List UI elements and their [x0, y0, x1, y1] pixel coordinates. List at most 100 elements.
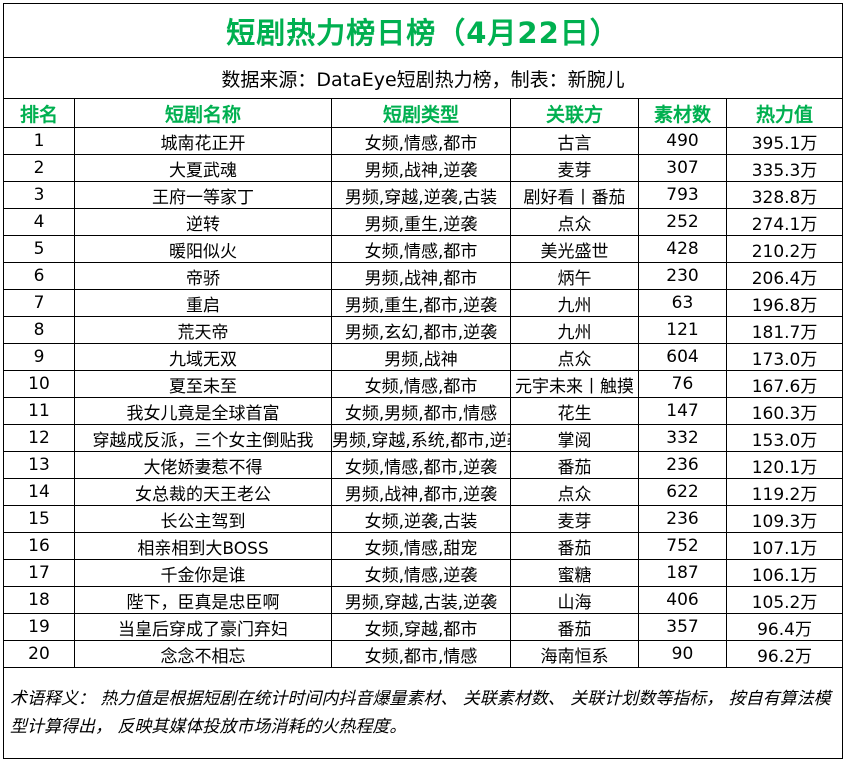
heat-value-cell: 206.4万 — [725, 262, 844, 290]
rank-cell: 8 — [3, 316, 75, 344]
drama-type-cell: 男频,战神 — [331, 343, 511, 371]
drama-type-cell: 女频,情感,都市 — [331, 370, 511, 398]
partner-cell: 古言 — [510, 127, 639, 155]
table-row: 17 千金你是谁 女频,情感,逆袭 蜜糖 187 106.1万 — [3, 559, 844, 587]
drama-name-cell: 重启 — [74, 289, 332, 317]
table-row: 9 九域无双 男频,战神 点众 604 173.0万 — [3, 343, 844, 371]
material-count-cell: 428 — [638, 235, 727, 263]
page-title: 短剧热力榜日榜（4月22日） — [2, 3, 844, 58]
data-source-line: 数据来源：DataEye短剧热力榜，制表：新腕儿 — [2, 57, 844, 99]
partner-cell: 番茄 — [510, 613, 639, 641]
heat-value-cell: 196.8万 — [725, 289, 844, 317]
drama-type-cell: 男频,重生,都市,逆袭 — [331, 289, 511, 317]
material-count-cell: 90 — [638, 640, 727, 668]
table-row: 15 长公主驾到 女频,逆袭,古装 麦芽 236 109.3万 — [3, 505, 844, 533]
heat-value-cell: 153.0万 — [725, 424, 844, 452]
material-count-cell: 187 — [638, 559, 727, 587]
material-count-cell: 76 — [638, 370, 727, 398]
drama-name-cell: 当皇后穿成了豪门弃妇 — [74, 613, 332, 641]
drama-name-cell: 荒天帝 — [74, 316, 332, 344]
partner-cell: 点众 — [510, 343, 639, 371]
rank-cell: 18 — [3, 586, 75, 614]
drama-name-cell: 女总裁的天王老公 — [74, 478, 332, 506]
partner-cell: 炳午 — [510, 262, 639, 290]
rank-cell: 6 — [3, 262, 75, 290]
heat-value-cell: 173.0万 — [725, 343, 844, 371]
drama-name-cell: 陛下，臣真是忠臣啊 — [74, 586, 332, 614]
partner-cell: 剧好看丨番茄 — [510, 181, 639, 209]
rank-cell: 4 — [3, 208, 75, 236]
partner-cell: 花生 — [510, 397, 639, 425]
table-row: 2 大夏武魂 男频,战神,逆袭 麦芽 307 335.3万 — [3, 154, 844, 182]
drama-name-cell: 王府一等家丁 — [74, 181, 332, 209]
drama-type-cell: 男频,战神,都市,逆袭 — [331, 478, 511, 506]
drama-type-cell: 女频,情感,都市 — [331, 127, 511, 155]
rank-cell: 7 — [3, 289, 75, 317]
rank-cell: 11 — [3, 397, 75, 425]
drama-name-cell: 长公主驾到 — [74, 505, 332, 533]
table-row: 13 大佬娇妻惹不得 女频,情感,都市,逆袭 番茄 236 120.1万 — [3, 451, 844, 479]
drama-name-cell: 千金你是谁 — [74, 559, 332, 587]
heat-value-cell: 335.3万 — [725, 154, 844, 182]
drama-name-cell: 城南花正开 — [74, 127, 332, 155]
material-count-cell: 622 — [638, 478, 727, 506]
partner-cell: 麦芽 — [510, 154, 639, 182]
table-row: 19 当皇后穿成了豪门弃妇 女频,穿越,都市 番茄 357 96.4万 — [3, 613, 844, 641]
rank-cell: 16 — [3, 532, 75, 560]
table-row: 3 王府一等家丁 男频,穿越,逆袭,古装 剧好看丨番茄 793 328.8万 — [3, 181, 844, 209]
heat-value-cell: 96.2万 — [725, 640, 844, 668]
ranking-table: 短剧热力榜日榜（4月22日） 数据来源：DataEye短剧热力榜，制表：新腕儿 … — [2, 3, 844, 759]
material-count-cell: 752 — [638, 532, 727, 560]
table-row: 18 陛下，臣真是忠臣啊 男频,穿越,古装,逆袭 山海 406 105.2万 — [3, 586, 844, 614]
heat-value-cell: 96.4万 — [725, 613, 844, 641]
heat-value-cell: 119.2万 — [725, 478, 844, 506]
table-row: 7 重启 男频,重生,都市,逆袭 九州 63 196.8万 — [3, 289, 844, 317]
drama-name-cell: 夏至未至 — [74, 370, 332, 398]
drama-name-cell: 大佬娇妻惹不得 — [74, 451, 332, 479]
material-count-cell: 406 — [638, 586, 727, 614]
partner-cell: 九州 — [510, 316, 639, 344]
partner-cell: 掌阅 — [510, 424, 639, 452]
drama-name-cell: 九域无双 — [74, 343, 332, 371]
header-type: 短剧类型 — [331, 98, 511, 128]
material-count-cell: 604 — [638, 343, 727, 371]
material-count-cell: 490 — [638, 127, 727, 155]
header-row: 排名 短剧名称 短剧类型 关联方 素材数 热力值 — [3, 98, 844, 128]
material-count-cell: 793 — [638, 181, 727, 209]
heat-value-cell: 167.6万 — [725, 370, 844, 398]
table-row: 10 夏至未至 女频,情感,都市 元宇未来丨触摸 76 167.6万 — [3, 370, 844, 398]
heat-value-cell: 328.8万 — [725, 181, 844, 209]
rank-cell: 12 — [3, 424, 75, 452]
material-count-cell: 230 — [638, 262, 727, 290]
partner-cell: 番茄 — [510, 451, 639, 479]
rank-cell: 17 — [3, 559, 75, 587]
table-row: 12 穿越成反派，三个女主倒贴我 男频,穿越,系统,都市,逆袭 掌阅 332 153.0万 — [3, 424, 844, 452]
rank-cell: 5 — [3, 235, 75, 263]
material-count-cell: 147 — [638, 397, 727, 425]
drama-type-cell: 男频,穿越,系统,都市,逆袭 — [331, 424, 511, 452]
drama-name-cell: 帝骄 — [74, 262, 332, 290]
drama-type-cell: 男频,战神,逆袭 — [331, 154, 511, 182]
material-count-cell: 252 — [638, 208, 727, 236]
material-count-cell: 307 — [638, 154, 727, 182]
rank-cell: 14 — [3, 478, 75, 506]
drama-type-cell: 女频,情感,逆袭 — [331, 559, 511, 587]
header-name: 短剧名称 — [74, 98, 332, 128]
rank-cell: 15 — [3, 505, 75, 533]
rank-cell: 10 — [3, 370, 75, 398]
heat-value-cell: 107.1万 — [725, 532, 844, 560]
table-row: 16 相亲相到大BOSS 女频,情感,甜宠 番茄 752 107.1万 — [3, 532, 844, 560]
partner-cell: 蜜糖 — [510, 559, 639, 587]
rank-cell: 1 — [3, 127, 75, 155]
material-count-cell: 236 — [638, 451, 727, 479]
drama-name-cell: 相亲相到大BOSS — [74, 532, 332, 560]
drama-type-cell: 女频,情感,都市,逆袭 — [331, 451, 511, 479]
heat-value-cell: 109.3万 — [725, 505, 844, 533]
partner-cell: 麦芽 — [510, 505, 639, 533]
rank-cell: 13 — [3, 451, 75, 479]
table-row: 4 逆转 男频,重生,逆袭 点众 252 274.1万 — [3, 208, 844, 236]
table-row: 11 我女儿竟是全球首富 女频,男频,都市,情感 花生 147 160.3万 — [3, 397, 844, 425]
heat-value-cell: 181.7万 — [725, 316, 844, 344]
table-row: 1 城南花正开 女频,情感,都市 古言 490 395.1万 — [3, 127, 844, 155]
